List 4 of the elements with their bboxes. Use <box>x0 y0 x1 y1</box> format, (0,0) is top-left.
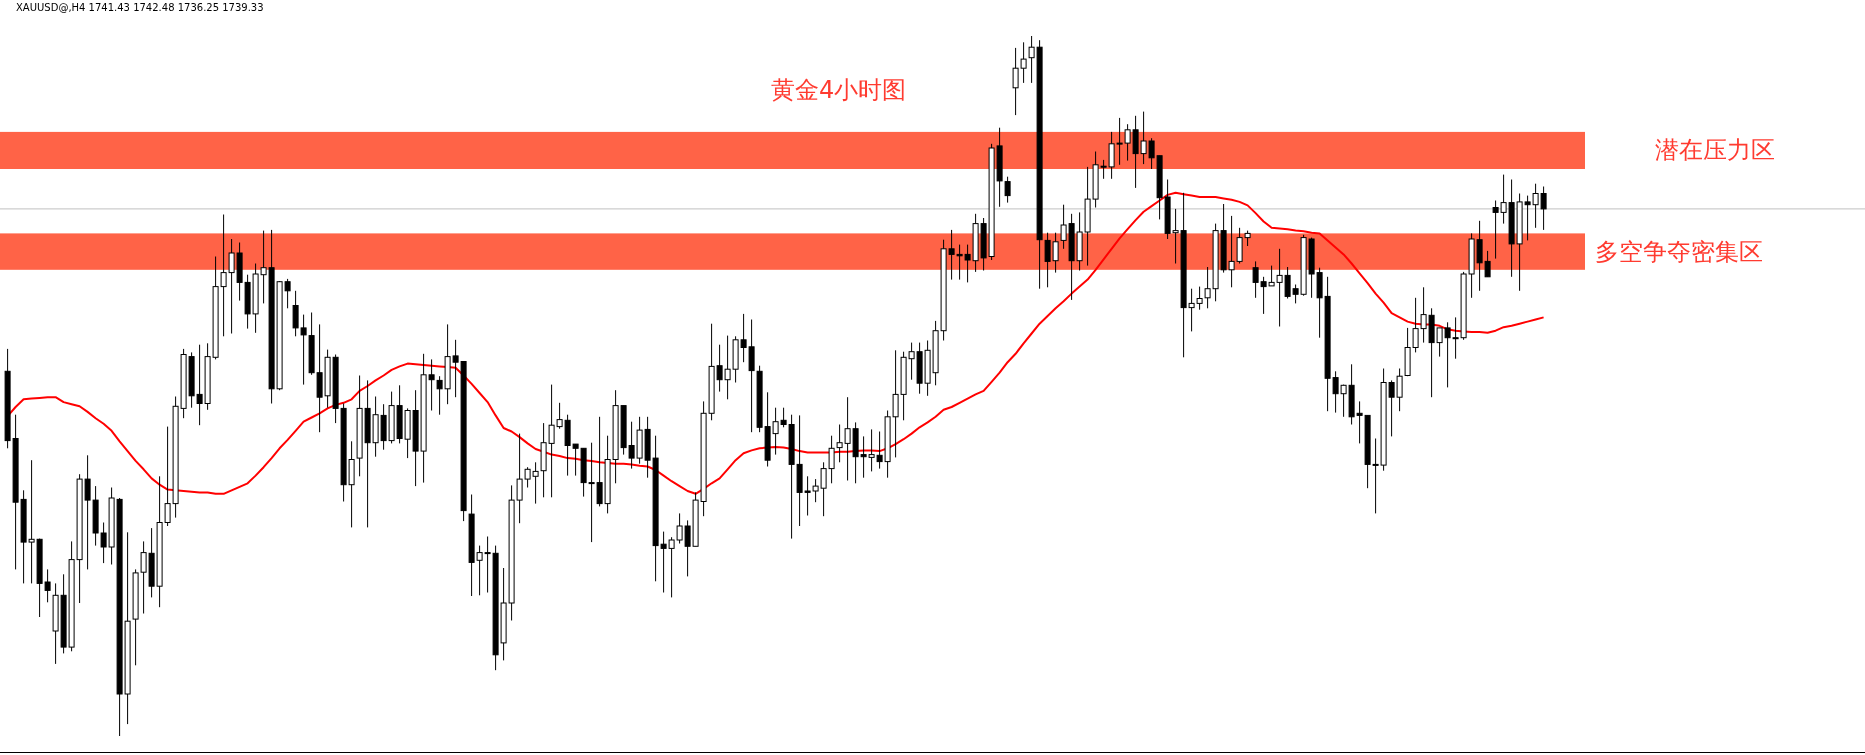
text: XAUUSD@,H4 1741.43 1742.48 1736.25 1739.33 <box>16 2 264 13</box>
band-label: 潜在压力区 <box>1655 136 1775 165</box>
band-label: 多空争夺密集区 <box>1595 237 1763 266</box>
text: 黄金4小时图 <box>771 76 907 104</box>
